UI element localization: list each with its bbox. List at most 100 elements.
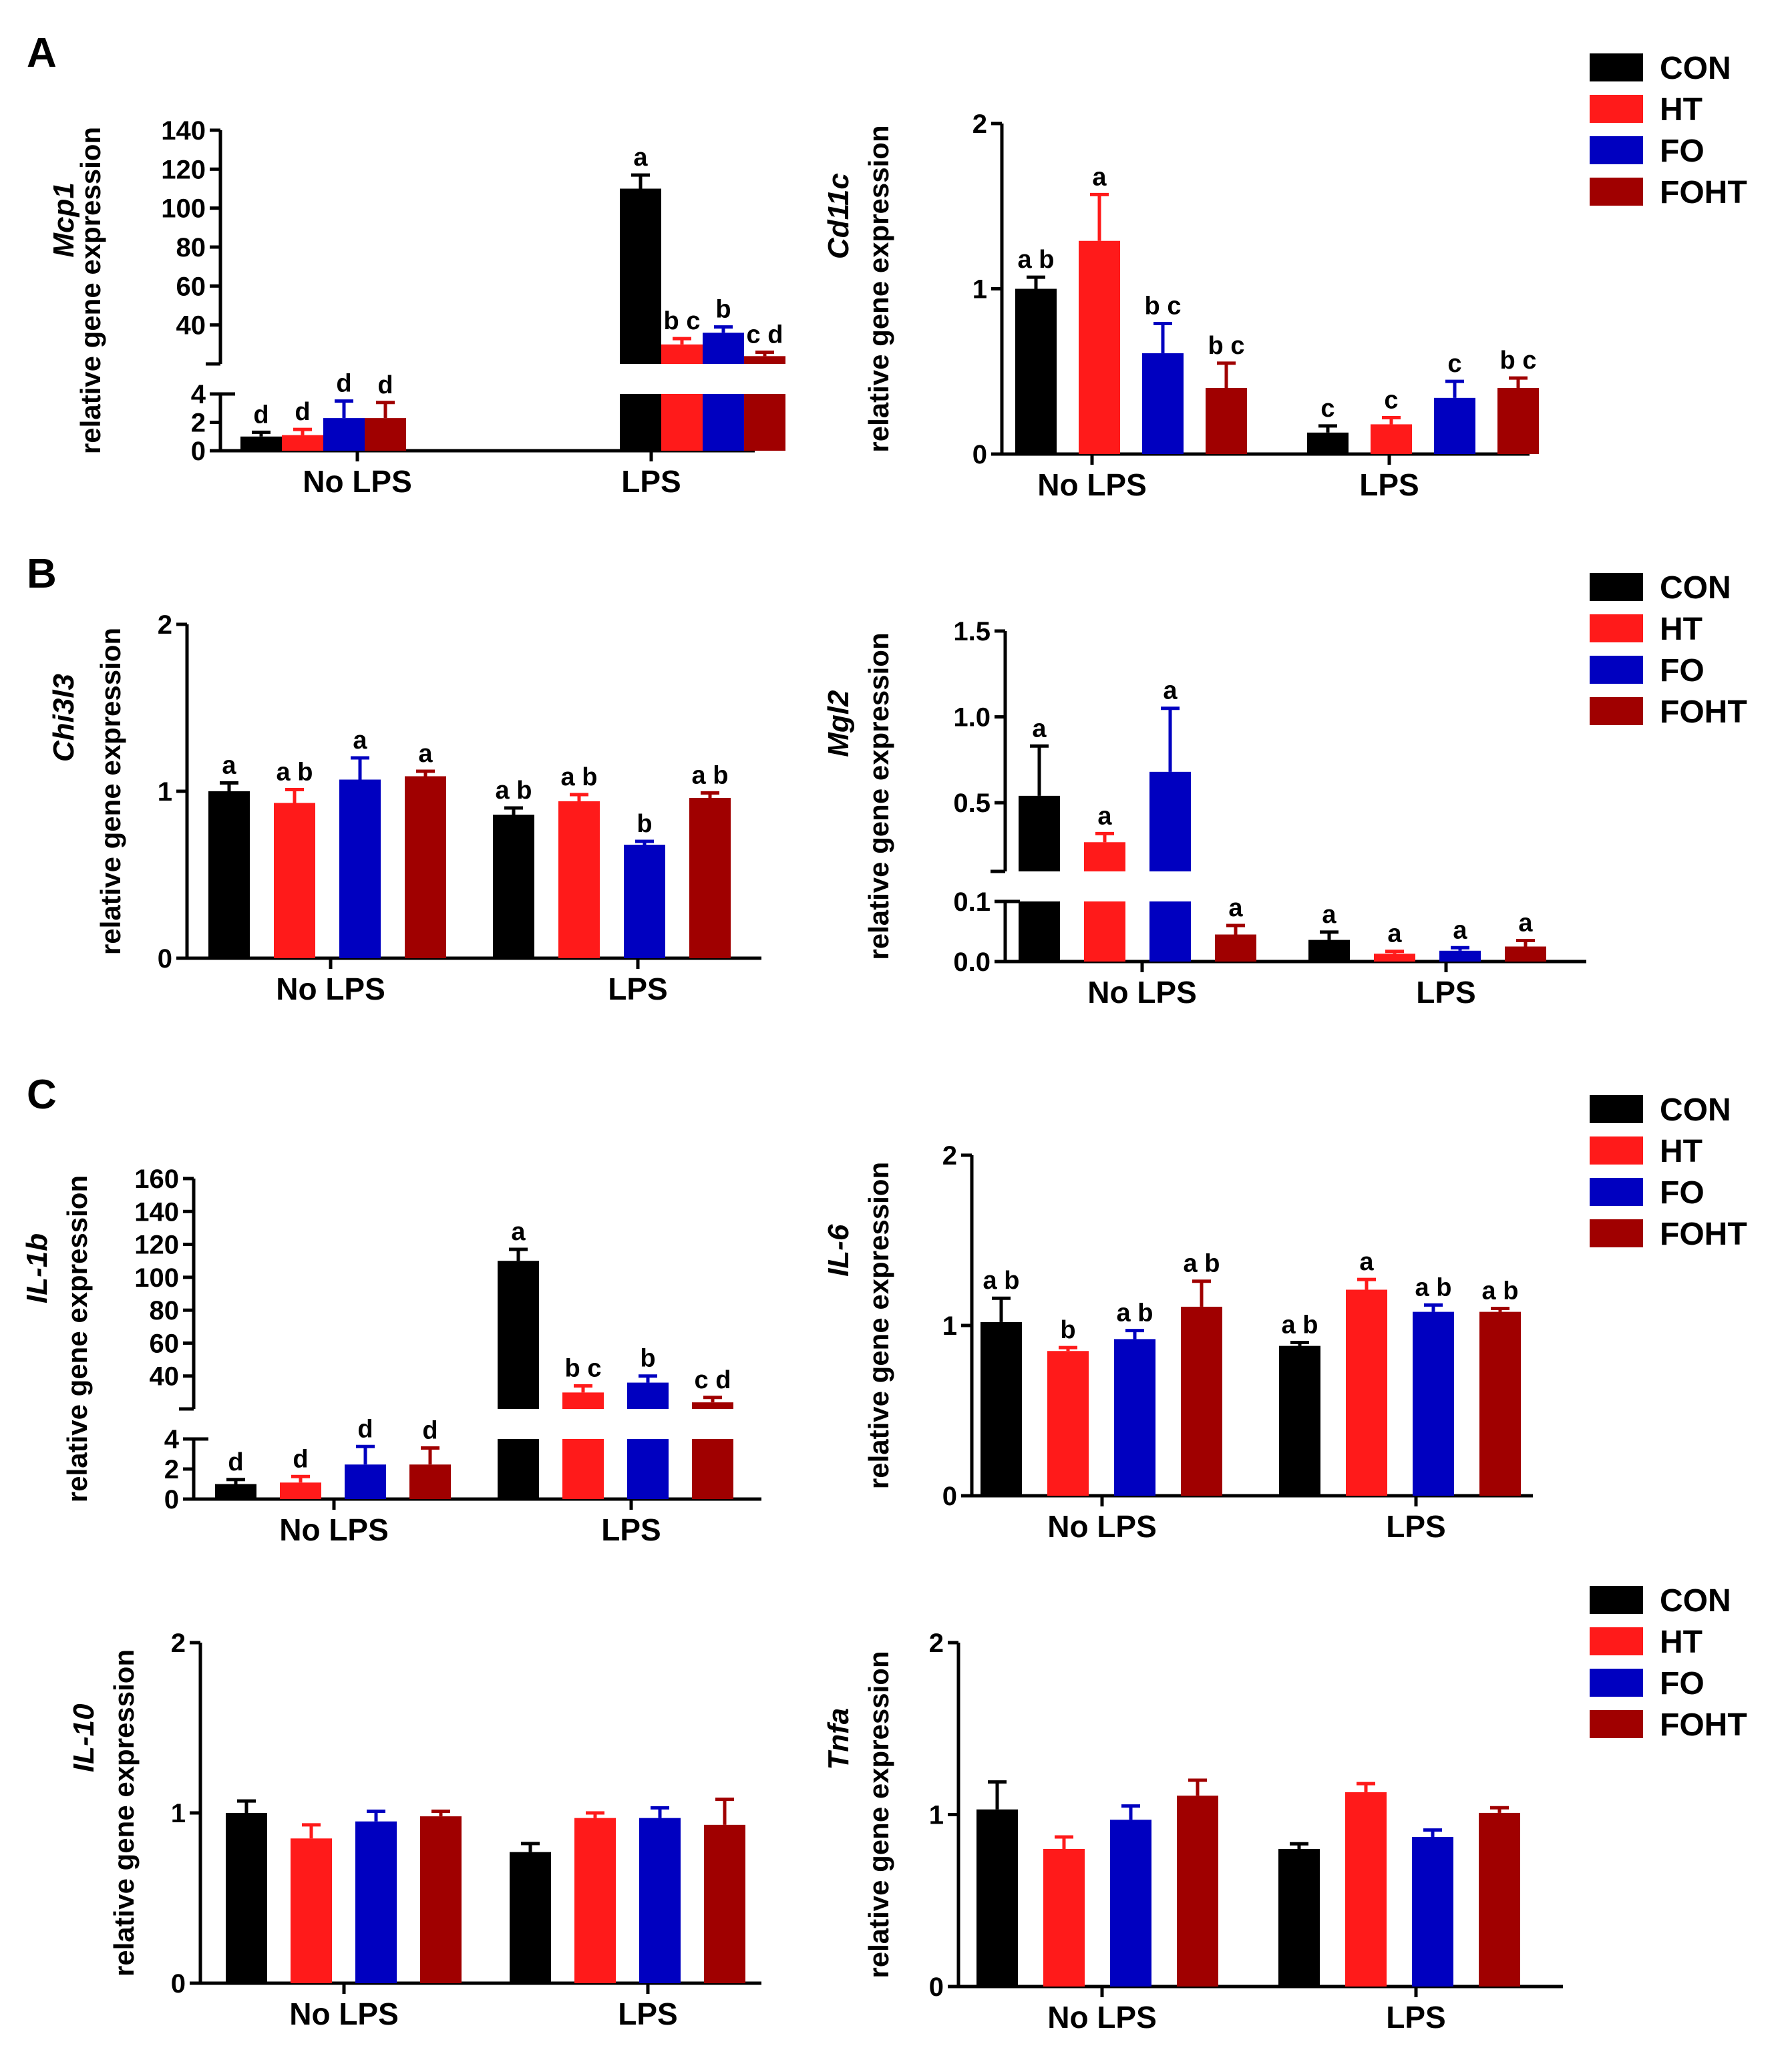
- category-label: No LPS: [1037, 467, 1147, 502]
- y-tick-label: 1: [158, 777, 172, 807]
- y-tick-label: 4: [191, 380, 206, 409]
- legend-label-ht: HT: [1660, 92, 1703, 128]
- significance-label: d: [422, 1417, 437, 1445]
- bar-con-nolps: [208, 791, 250, 958]
- legend-label-foht: FOHT: [1660, 1707, 1747, 1743]
- bar-ht-nolps: [1084, 842, 1125, 871]
- significance-label: a b: [1282, 1311, 1318, 1339]
- bar-foht-nolps: [1181, 1306, 1222, 1496]
- significance-label: a: [1163, 677, 1178, 705]
- bar-ht-lps: [558, 801, 600, 958]
- y-tick-label: 140: [134, 1197, 179, 1227]
- bar-con-nolps-lower: [1019, 901, 1060, 962]
- chart-mgl2: 0.0 0.1 0.5 1.0 1.5 No LPS LPS relative gene ex…: [822, 617, 1586, 1010]
- bar-fo-lps: [627, 1382, 669, 1409]
- legend-swatch-fo: [1590, 1669, 1643, 1697]
- y-tick-label: 1: [942, 1311, 957, 1341]
- significance-label: a: [1453, 916, 1467, 944]
- y-axis-label: relative gene expression: [863, 632, 894, 960]
- legend-swatch-ht: [1590, 614, 1643, 642]
- bar-ht-lps: [1371, 424, 1412, 454]
- legend-label-con: CON: [1660, 570, 1731, 606]
- y-tick-label: 2: [171, 1629, 186, 1658]
- y-axis-label: relative gene expression: [75, 127, 106, 454]
- y-tick-label: 0: [972, 440, 987, 469]
- legend-label-foht: FOHT: [1660, 175, 1747, 210]
- bar-ht-lps-lower: [661, 394, 703, 451]
- significance-label: b c: [664, 307, 701, 335]
- significance-label: b c: [1145, 292, 1182, 320]
- bar-foht-lps: [1479, 1812, 1520, 1987]
- bar-ht-nolps: [1047, 1351, 1089, 1496]
- legend-label-foht: FOHT: [1660, 1217, 1747, 1252]
- bar-ht-nolps: [291, 1838, 332, 1983]
- bar-fo-nolps: [355, 1821, 397, 1983]
- bar-con-lps-lower: [620, 394, 661, 451]
- legend-label-foht: FOHT: [1660, 694, 1747, 730]
- y-tick-label: 80: [150, 1296, 180, 1325]
- bar-foht-lps-lower: [692, 1439, 733, 1499]
- y-tick-label: 0.5: [953, 789, 991, 818]
- bar-ht-lps: [574, 1818, 616, 1983]
- significance-label: b: [640, 1345, 655, 1373]
- y-tick-label: 0: [929, 1973, 944, 2002]
- y-tick-label: 100: [161, 194, 206, 224]
- bar-fo-lps-lower: [627, 1439, 669, 1499]
- significance-label: b: [715, 296, 731, 324]
- significance-label: a: [511, 1218, 526, 1246]
- legend-label-ht: HT: [1660, 612, 1703, 647]
- y-tick-label: 2: [164, 1455, 179, 1484]
- bar-fo-nolps: [345, 1464, 386, 1499]
- bar-foht-lps-lower: [744, 394, 785, 451]
- bar-foht-nolps: [1206, 388, 1247, 454]
- legend-swatch-con: [1590, 1586, 1643, 1614]
- y-tick-label: 140: [161, 116, 206, 146]
- legends-layer: CON HT FO FOHT CON HT FO FOHT CON HT FO FOHT CON HT FO…: [1590, 51, 1747, 1743]
- legend-label-con: CON: [1660, 1092, 1731, 1128]
- legend: CON HT FO FOHT: [1590, 1092, 1747, 1252]
- bar-con-lps: [1307, 432, 1349, 454]
- bar-fo-lps-lower: [703, 394, 744, 451]
- bar-ht-lps: [1346, 1289, 1387, 1496]
- significance-label: b c: [565, 1355, 602, 1383]
- gene-name-label: IL-6: [822, 1224, 855, 1277]
- legend-swatch-fo: [1590, 136, 1643, 164]
- chart-il6: 0 1 2 No LPS LPS relative gene expression IL-6…: [822, 1141, 1533, 1544]
- bar-con-lps: [620, 188, 661, 364]
- y-tick-label: 2: [972, 110, 987, 139]
- y-tick-label: 160: [134, 1165, 179, 1194]
- y-tick-label: 120: [134, 1231, 179, 1260]
- bar-fo-nolps: [339, 779, 381, 958]
- significance-label: d: [253, 401, 269, 429]
- y-axis-label: relative gene expression: [863, 125, 894, 452]
- y-axis-label: relative gene expression: [863, 1651, 894, 1978]
- y-axis-label: relative gene expression: [61, 1175, 93, 1502]
- y-tick-label: 1.0: [953, 703, 991, 733]
- significance-label: a: [1092, 163, 1107, 191]
- bar-foht-lps: [1479, 1311, 1521, 1496]
- bar-fo-lps: [1412, 1836, 1453, 1987]
- category-label: LPS: [1416, 975, 1475, 1010]
- significance-label: a: [1097, 802, 1112, 830]
- y-tick-label: 0: [158, 944, 172, 974]
- bar-foht-lps: [744, 356, 785, 364]
- bar-foht-lps: [1505, 946, 1546, 962]
- bar-con-nolps: [240, 436, 282, 451]
- legend-swatch-con: [1590, 1095, 1643, 1123]
- y-tick-label: 1.5: [953, 617, 991, 646]
- significance-label: a: [633, 144, 648, 172]
- legend: CON HT FO FOHT: [1590, 1583, 1747, 1743]
- bar-fo-lps: [1434, 397, 1475, 454]
- bar-ht-nolps: [282, 435, 323, 451]
- bar-con-lps-lower: [498, 1439, 539, 1499]
- legend-label-fo: FO: [1660, 653, 1705, 688]
- y-tick-label: 1: [972, 275, 987, 304]
- bar-fo-lps: [1413, 1311, 1454, 1496]
- bar-ht-lps: [1345, 1792, 1387, 1987]
- y-tick-label: 2: [929, 1629, 944, 1658]
- y-tick-label: 40: [150, 1362, 180, 1392]
- y-tick-label: 1: [929, 1801, 944, 1830]
- category-label: No LPS: [1047, 1509, 1157, 1544]
- legend-swatch-fo: [1590, 1178, 1643, 1206]
